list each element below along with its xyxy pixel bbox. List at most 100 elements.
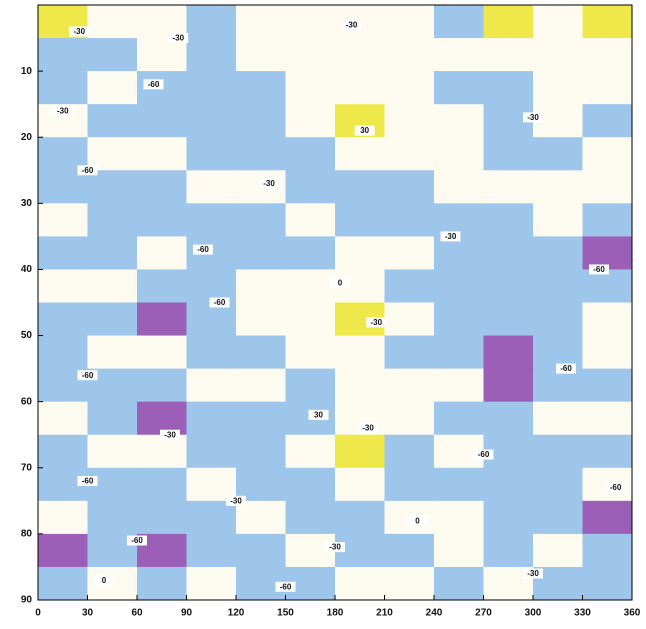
contour-label: -60 <box>82 477 94 486</box>
contour-cell <box>533 302 583 337</box>
contour-cell <box>582 500 633 535</box>
contour-cell <box>335 335 385 370</box>
contour-cell <box>582 137 633 171</box>
contour-cell <box>582 38 633 72</box>
contour-label: -60 <box>148 80 160 89</box>
contour-label: -30 <box>527 113 539 122</box>
contour-cell <box>335 500 385 535</box>
x-tick-label: 60 <box>131 608 143 619</box>
contour-cell <box>186 302 237 337</box>
contour-cell <box>384 203 435 237</box>
contour-cell <box>335 203 385 237</box>
contour-cell <box>236 5 286 39</box>
contour-label-box <box>275 581 296 592</box>
contour-cell <box>186 71 237 105</box>
contour-cell <box>186 368 237 403</box>
contour-cell <box>137 38 187 72</box>
contour-label: -60 <box>280 582 292 591</box>
contour-cell <box>87 434 138 469</box>
contour-cell <box>434 170 484 204</box>
x-tick-label: 90 <box>181 608 193 619</box>
contour-cell <box>384 335 435 370</box>
contour-label: -60 <box>82 166 94 175</box>
contour-cell <box>384 38 435 72</box>
contour-cell <box>186 38 237 72</box>
contour-label-box <box>308 409 329 420</box>
contour-cell <box>434 38 484 72</box>
contour-cell <box>87 5 138 39</box>
contour-cell <box>483 269 534 303</box>
contour-cell <box>236 302 286 337</box>
contour-label: -30 <box>230 496 242 505</box>
contour-label-box <box>556 363 576 374</box>
contour-cell <box>285 104 336 138</box>
contour-label: -60 <box>197 245 209 254</box>
contour-cell <box>137 170 187 204</box>
contour-cell <box>285 368 336 403</box>
contour-cell <box>384 566 435 601</box>
contour-cell <box>285 302 336 337</box>
contour-cell <box>384 5 435 39</box>
contour-label-box <box>143 79 164 90</box>
contour-cell <box>137 236 187 270</box>
contour-label-box <box>168 33 189 44</box>
contour-cell <box>137 368 187 403</box>
contour-cell <box>384 137 435 171</box>
y-tick-label: 50 <box>21 330 33 341</box>
contour-cell <box>533 71 583 105</box>
contour-cell <box>533 203 583 237</box>
contour-cell <box>186 566 237 601</box>
contour-cell <box>137 434 187 469</box>
contour-label-box <box>605 482 626 493</box>
contour-cell <box>236 104 286 138</box>
contour-cell <box>335 236 385 270</box>
contour-cell <box>483 38 534 72</box>
contour-label: -60 <box>610 483 622 492</box>
contour-cell <box>434 566 484 601</box>
contour-cell <box>582 533 633 568</box>
contour-cell <box>38 269 88 303</box>
contour-label-box <box>209 297 230 308</box>
contour-cell <box>582 401 633 436</box>
contour-cell <box>186 203 237 237</box>
contour-cell <box>38 71 88 105</box>
x-tick-label: 30 <box>82 608 94 619</box>
contour-cell <box>434 533 484 568</box>
contour-cell <box>483 170 534 204</box>
contour-cell <box>137 566 187 601</box>
contour-cell <box>186 500 237 535</box>
contour-label-box <box>329 277 350 288</box>
contour-cell <box>87 269 138 303</box>
contour-cell <box>384 533 435 568</box>
contour-label: -30 <box>445 232 457 241</box>
x-tick-label: 120 <box>228 608 245 619</box>
contour-cell <box>186 533 237 568</box>
contour-cell <box>434 335 484 370</box>
contour-cell <box>582 203 633 237</box>
contour-cell <box>38 500 88 535</box>
contour-label-box <box>259 178 279 189</box>
contour-cell <box>483 71 534 105</box>
contour-cell <box>87 38 138 72</box>
contour-label: -30 <box>164 430 176 439</box>
contour-cell <box>285 269 336 303</box>
contour-cell <box>434 368 484 403</box>
contour-label-box <box>523 568 543 579</box>
contour-cell <box>335 434 385 469</box>
contour-cell <box>533 434 583 469</box>
contour-cell <box>236 335 286 370</box>
contour-label: -60 <box>560 364 572 373</box>
contour-label: -30 <box>172 34 184 43</box>
y-tick-label: 60 <box>21 396 33 407</box>
contour-cell <box>87 71 138 105</box>
contour-label-box <box>193 244 213 255</box>
contour-cell <box>384 401 435 436</box>
contour-cell <box>582 170 633 204</box>
contour-label: -60 <box>593 265 605 274</box>
contour-cell <box>38 533 88 568</box>
contour-cell <box>285 38 336 72</box>
contour-label: -30 <box>73 27 85 36</box>
contour-cell <box>434 467 484 502</box>
contour-cell <box>335 566 385 601</box>
contour-cell <box>87 401 138 436</box>
